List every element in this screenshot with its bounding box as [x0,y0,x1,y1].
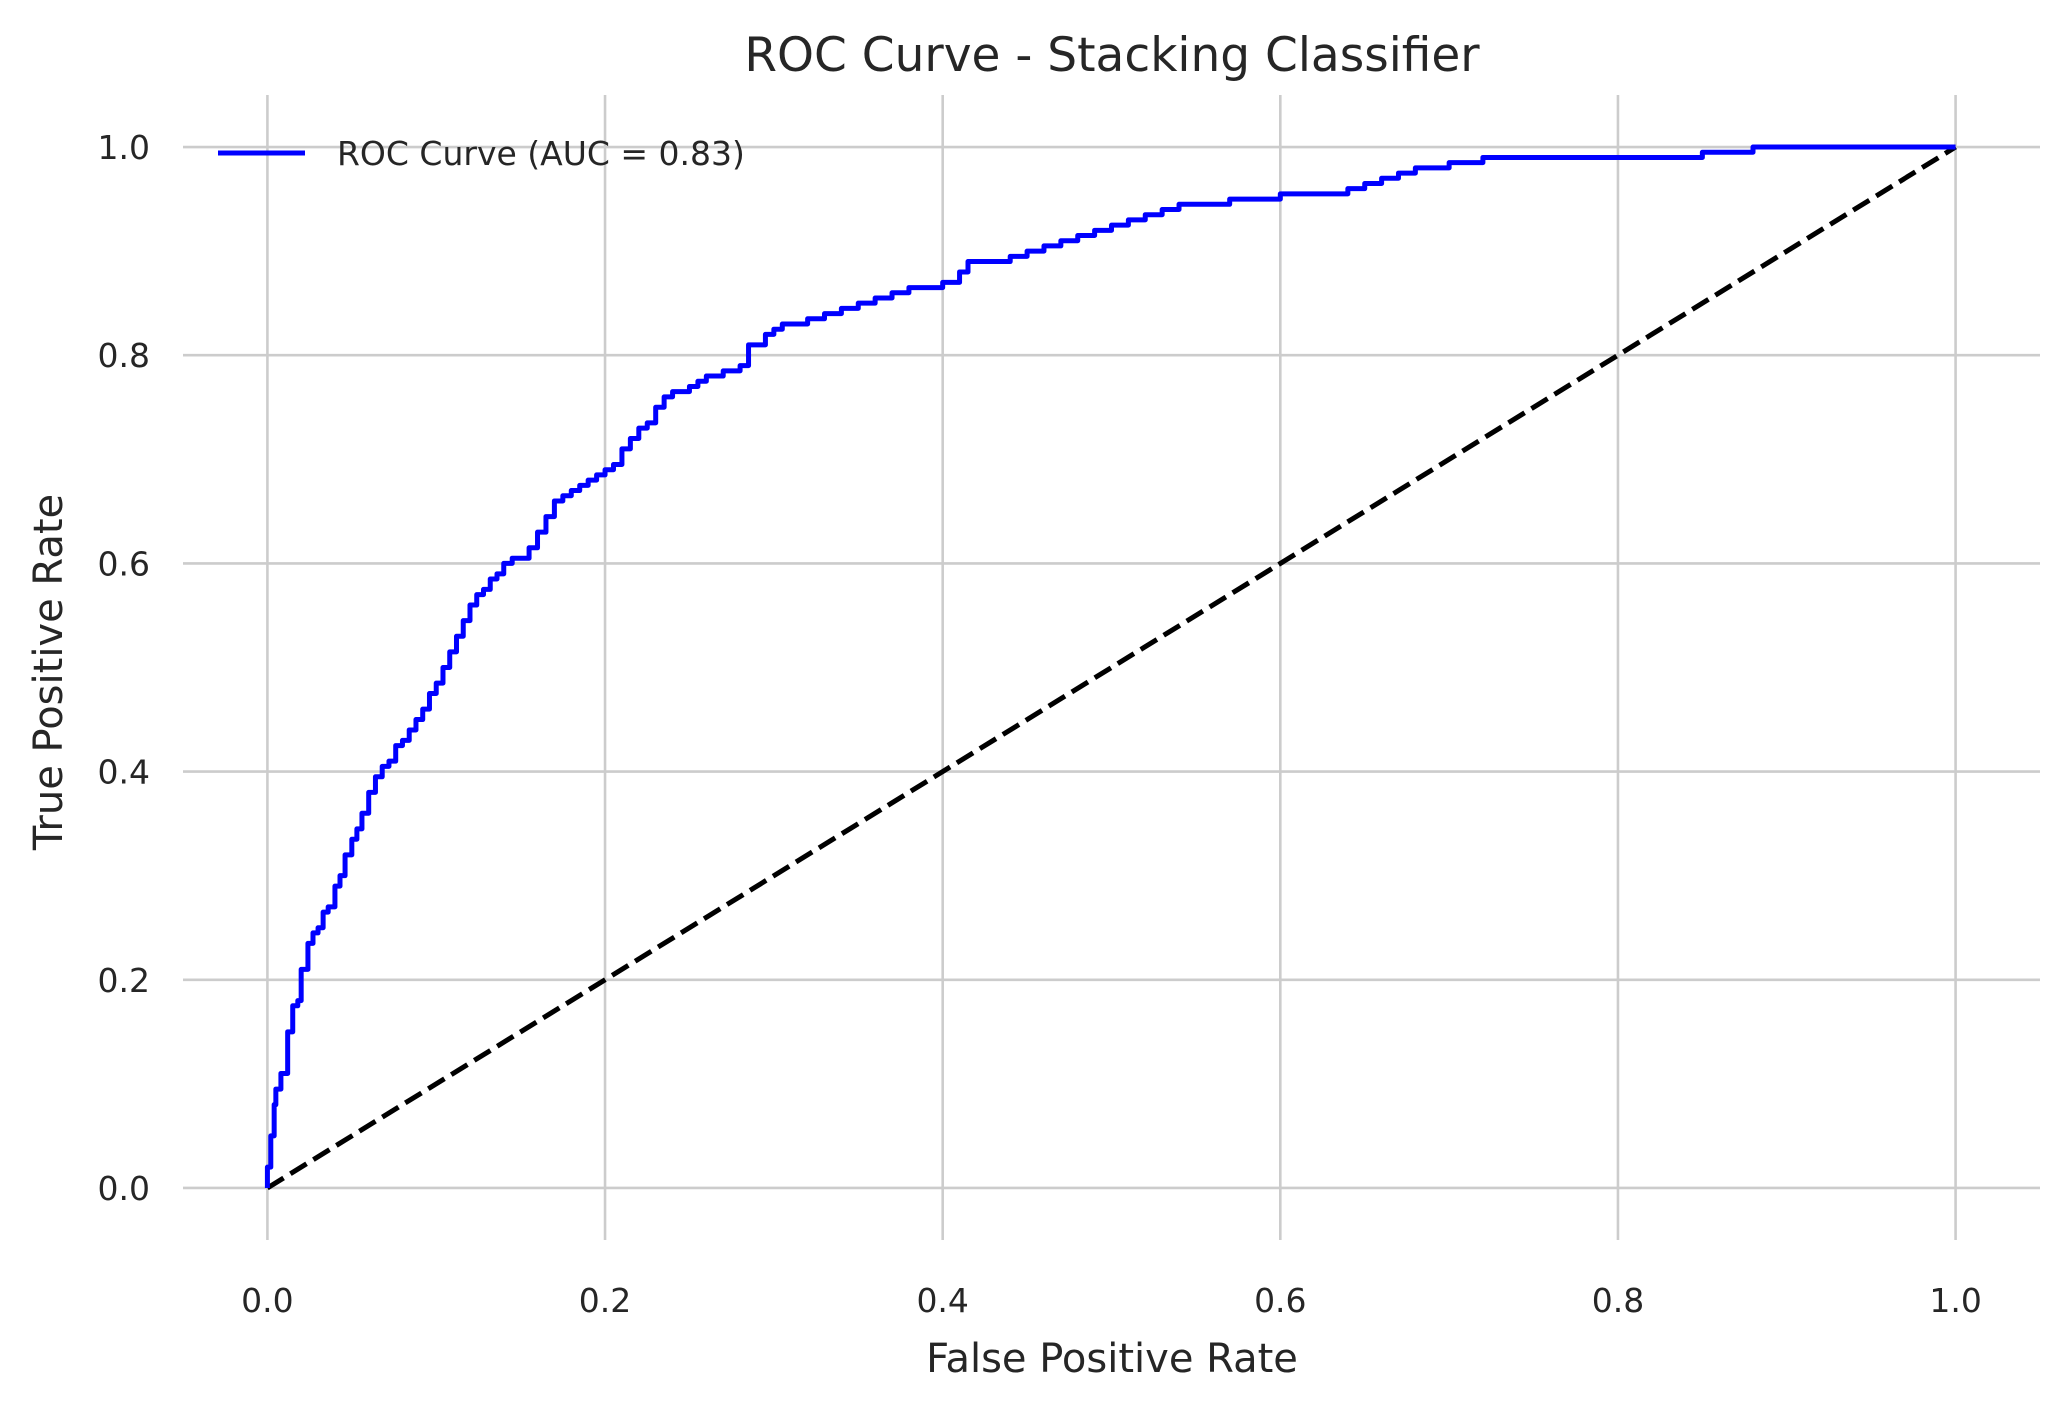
tick-labels: 0.0 0.2 0.4 0.6 0.8 1.0 0.0 0.2 0.4 0.6 0.8 1.0 [98,128,1982,1320]
chart-title: ROC Curve - Stacking Classifier [744,28,1480,83]
y-tick-label: 1.0 [98,128,150,167]
plot-lines [264,144,1957,1191]
roc-curve-line [264,144,1956,1188]
y-tick-label: 0.2 [98,961,150,1000]
y-tick-label: 0.0 [98,1169,150,1208]
x-tick-label: 0.6 [1254,1281,1306,1320]
x-tick-label: 0.8 [1592,1281,1644,1320]
diagonal-reference-line [266,144,1957,1191]
x-tick-label: 0.0 [241,1281,293,1320]
x-tick-label: 1.0 [1929,1281,1981,1320]
legend: ROC Curve (AUC = 0.83) [218,134,745,173]
x-tick-label: 0.4 [916,1281,968,1320]
x-tick-label: 0.2 [579,1281,631,1320]
x-axis-label: False Positive Rate [926,1336,1298,1382]
y-tick-label: 0.4 [98,753,150,792]
y-tick-label: 0.6 [98,544,150,583]
y-axis-label: True Positive Rate [26,494,72,851]
legend-label-roc: ROC Curve (AUC = 0.83) [337,134,745,173]
y-tick-label: 0.8 [98,336,150,375]
